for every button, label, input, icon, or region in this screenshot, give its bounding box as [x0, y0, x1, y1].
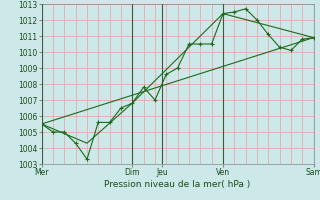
X-axis label: Pression niveau de la mer( hPa ): Pression niveau de la mer( hPa ) [104, 180, 251, 189]
